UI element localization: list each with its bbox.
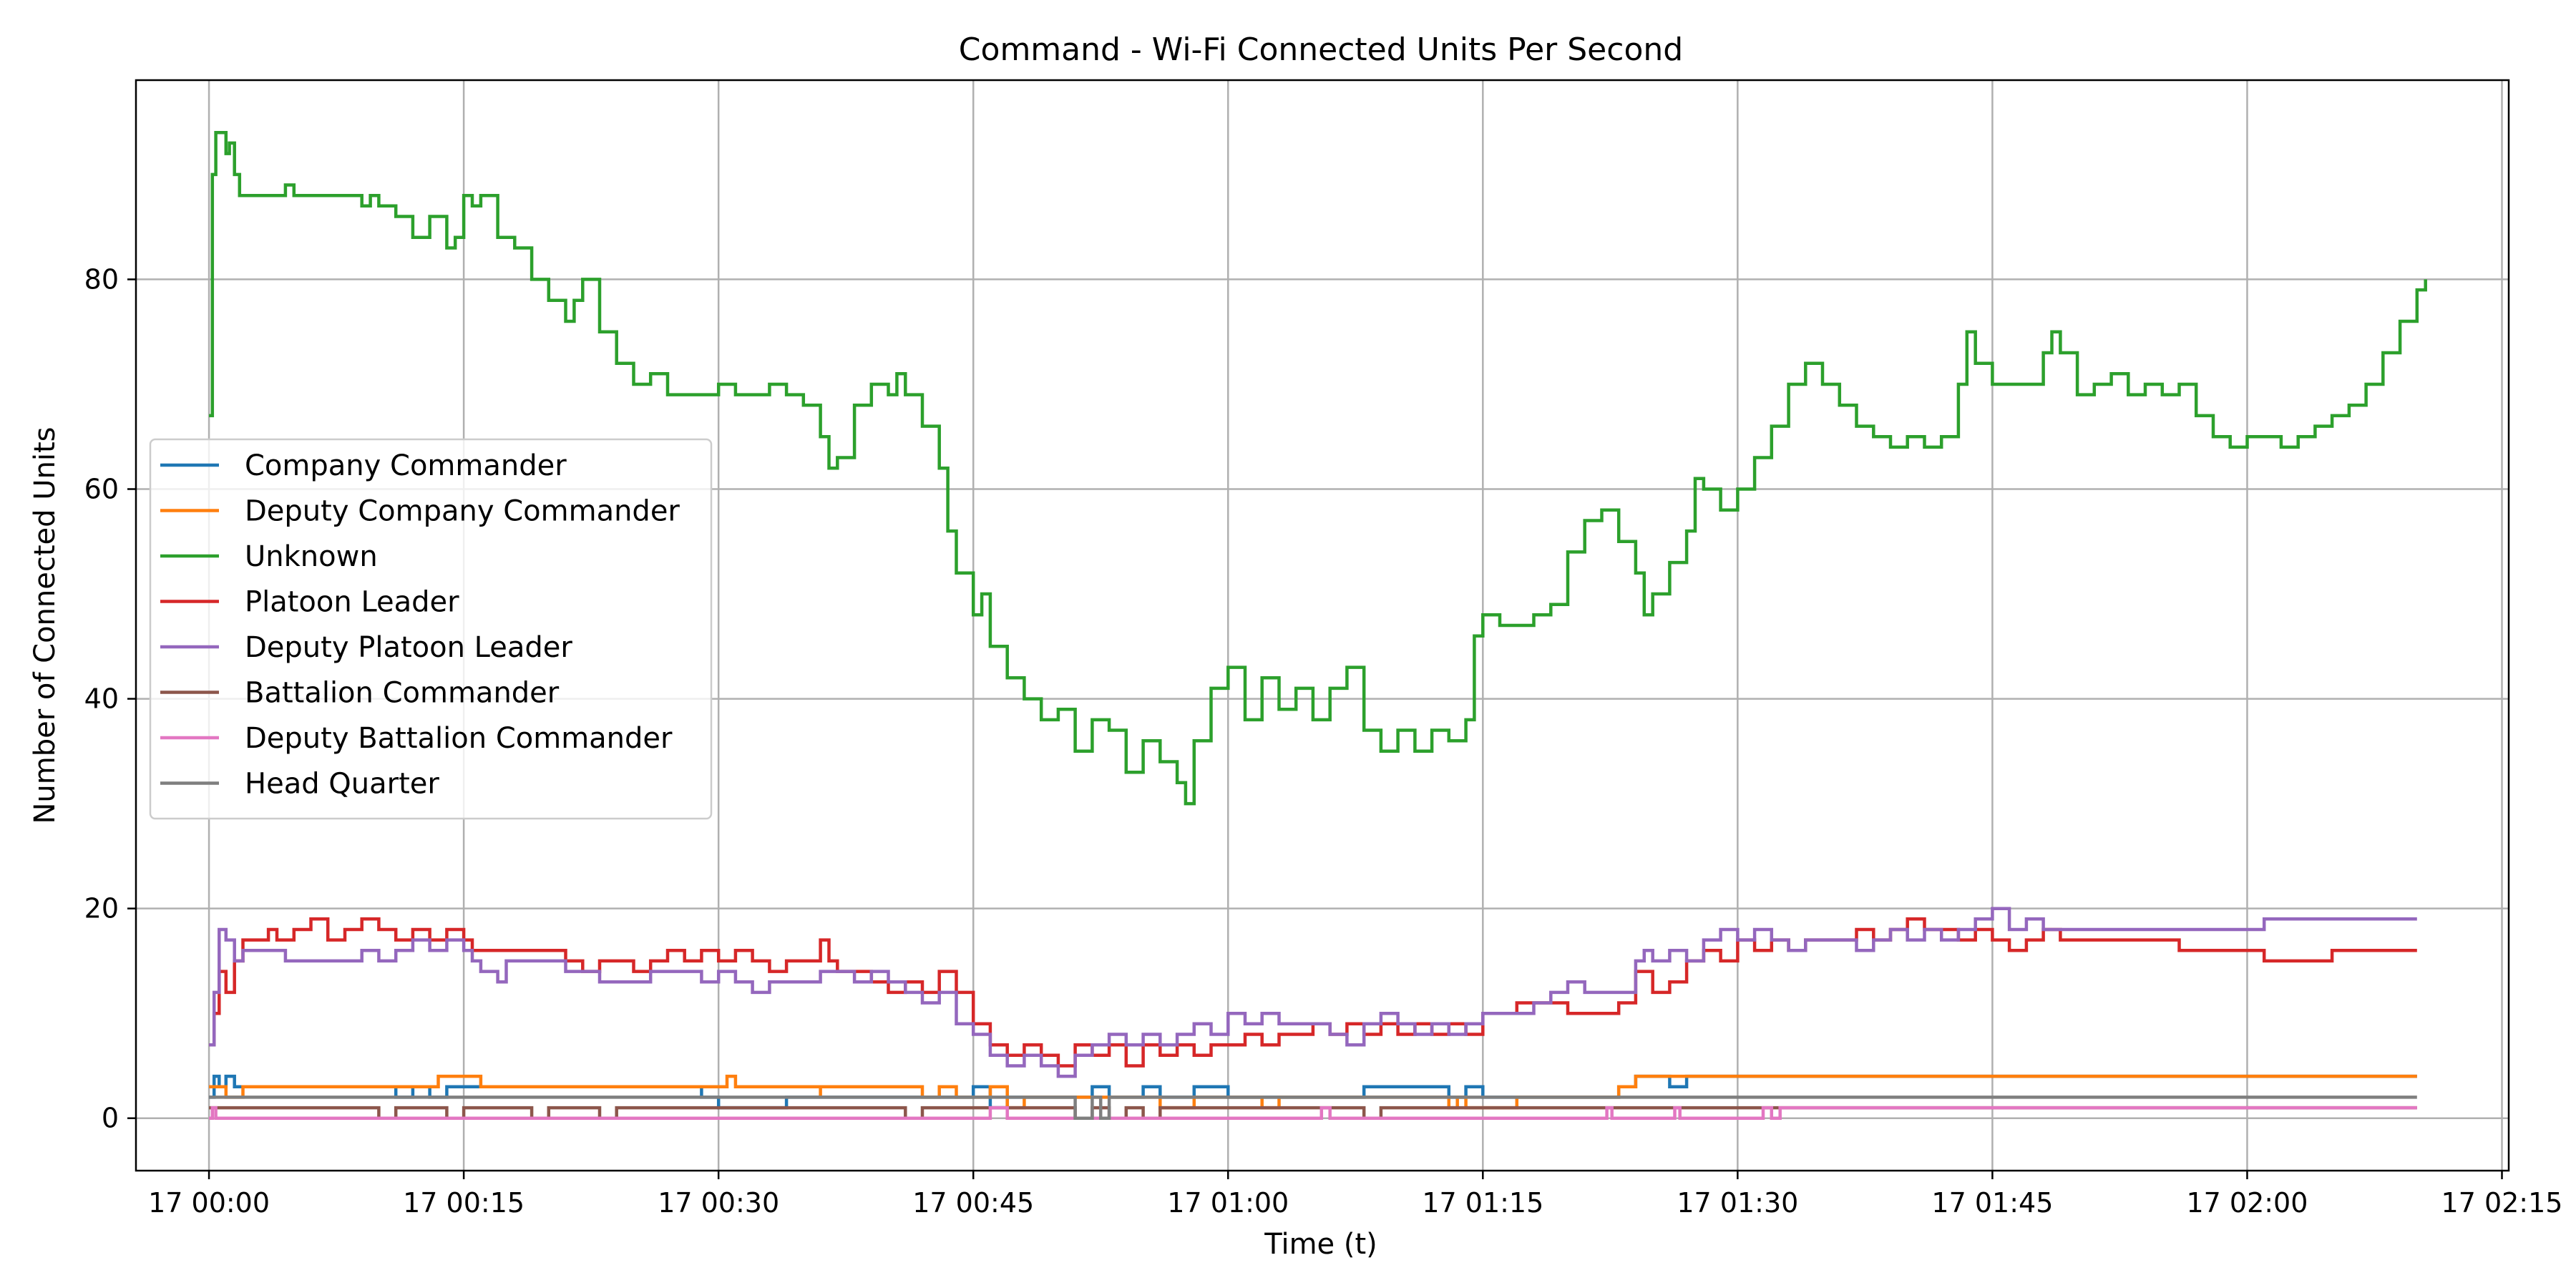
series-line-head-quarter [209,1096,2417,1120]
y-tick-label: 60 [84,474,119,505]
plot-frame [135,79,2510,1172]
x-tick-label: 17 02:00 [2186,1187,2308,1219]
legend-label-battalion-commander: Battalion Commander [245,677,560,710]
x-axis-label: Time (t) [1264,1228,1377,1261]
x-tick-label: 17 00:45 [912,1187,1034,1219]
y-axis: 0 20 40 60 80 [84,263,136,1134]
series-layer [209,131,2427,1120]
series-line-deputy-battalion-commander [209,1106,2417,1120]
x-tick-label: 17 00:30 [658,1187,779,1219]
x-axis: 17 00:00 17 00:15 17 00:30 17 00:45 17 01:00… [148,1171,2562,1219]
x-tick-label: 17 01:15 [1422,1187,1543,1219]
legend-label-head-quarter: Head Quarter [245,768,439,801]
series-line-deputy-platoon-leader [209,907,2417,1078]
x-tick-label: 17 00:15 [403,1187,525,1219]
x-tick-label: 17 01:30 [1677,1187,1798,1219]
legend-box [149,438,713,820]
y-axis-label: Number of Connected Units [29,426,62,824]
legend-label-deputy-platoon-leader: Deputy Platoon Leader [245,631,572,664]
legend-label-unknown: Unknown [245,540,378,573]
legend-label-deputy-company-commander: Deputy Company Commander [245,495,680,528]
x-tick-label: 17 00:00 [148,1187,270,1219]
x-tick-label: 17 01:00 [1167,1187,1289,1219]
series-line-unknown [209,131,2427,806]
series-line-deputy-company-commander [209,1074,2417,1110]
legend-label-company-commander: Company Commander [245,449,567,482]
legend: Company Commander Deputy Company Commande… [149,438,713,820]
legend-label-deputy-battalion-commander: Deputy Battalion Commander [245,722,673,755]
y-tick-label: 20 [84,893,119,924]
y-tick-label: 0 [102,1103,119,1134]
y-tick-label: 80 [84,263,119,295]
chart-title: Command - Wi-Fi Connected Units Per Seco… [959,31,1683,68]
x-tick-label: 17 01:45 [1931,1187,2053,1219]
y-tick-label: 40 [84,683,119,715]
legend-label-platoon-leader: Platoon Leader [245,586,459,619]
x-tick-label: 17 02:15 [2441,1187,2563,1219]
